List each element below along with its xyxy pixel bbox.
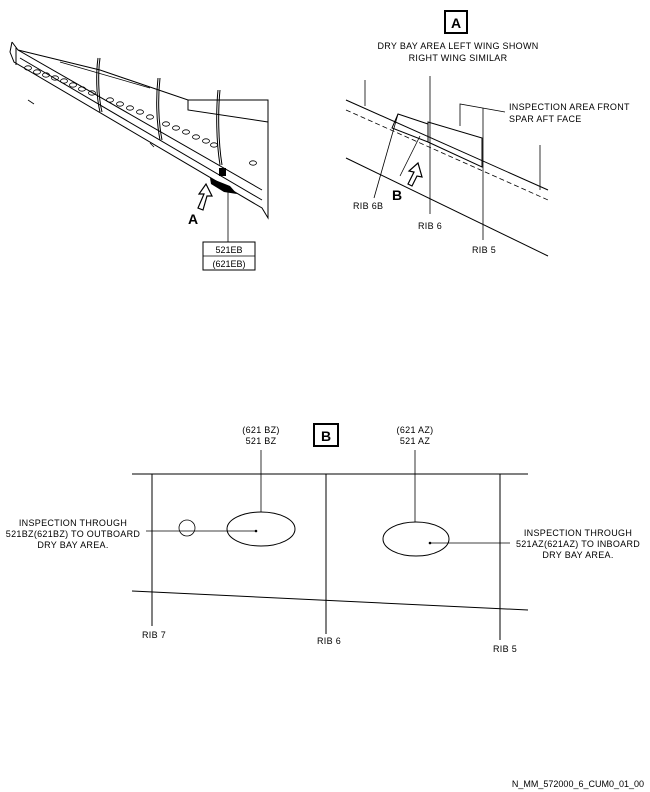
bz-panel-label-top: (621 BZ) <box>242 425 279 435</box>
right-note-line3: DRY BAY AREA. <box>542 550 613 560</box>
access-panel-521bz <box>226 511 296 547</box>
view-b-rib-7: RIB 7 <box>142 630 166 640</box>
view-b-title: B <box>321 428 331 444</box>
view-a-title-box <box>444 10 468 34</box>
view-b-callout: B <box>392 187 402 203</box>
left-note-line2: 521BZ(621BZ) TO OUTBOARD <box>6 529 141 539</box>
view-a-title: A <box>451 15 461 31</box>
bz-panel-label-bottom: 521 BZ <box>246 436 277 446</box>
az-panel-label-top: (621 AZ) <box>397 425 434 435</box>
fastener-holes <box>24 65 257 166</box>
az-panel-label-bottom: 521 AZ <box>400 436 431 446</box>
right-note-line1: INSPECTION THROUGH <box>524 528 632 538</box>
view-a-rib-6b: RIB 6B <box>353 201 383 211</box>
access-panel-521az <box>382 521 450 557</box>
view-a-note-line2: RIGHT WING SIMILAR <box>409 53 508 63</box>
small-hole <box>178 519 196 537</box>
right-note-line2: 521AZ(621AZ) TO INBOARD <box>516 539 640 549</box>
view-b-rib-5: RIB 5 <box>493 644 517 654</box>
view-a-callout: A <box>188 211 198 227</box>
left-note-line3: DRY BAY AREA. <box>37 540 108 550</box>
view-a-note-line1: DRY BAY AREA LEFT WING SHOWN <box>377 41 538 51</box>
view-b-arrow <box>407 161 423 187</box>
view-b-title-box <box>313 423 339 447</box>
view-a-inspection-line2: SPAR AFT FACE <box>509 114 582 124</box>
access-panel-521eb <box>210 178 237 194</box>
view-a-drawing <box>345 76 549 257</box>
view-a-inspection-line1: INSPECTION AREA FRONT <box>509 102 630 112</box>
drawing-reference: N_MM_572000_6_CUM0_01_00 <box>512 779 644 789</box>
panel-label-bottom: (621EB) <box>212 259 245 269</box>
view-a-rib-5: RIB 5 <box>472 245 496 255</box>
wing-overview <box>9 41 269 242</box>
view-a-rib-6: RIB 6 <box>418 221 442 231</box>
view-a-arrow <box>197 182 213 211</box>
panel-label-top: 521EB <box>215 245 242 255</box>
left-note-line1: INSPECTION THROUGH <box>19 518 127 528</box>
view-b-drawing <box>131 450 529 640</box>
view-b-rib-6: RIB 6 <box>317 636 341 646</box>
